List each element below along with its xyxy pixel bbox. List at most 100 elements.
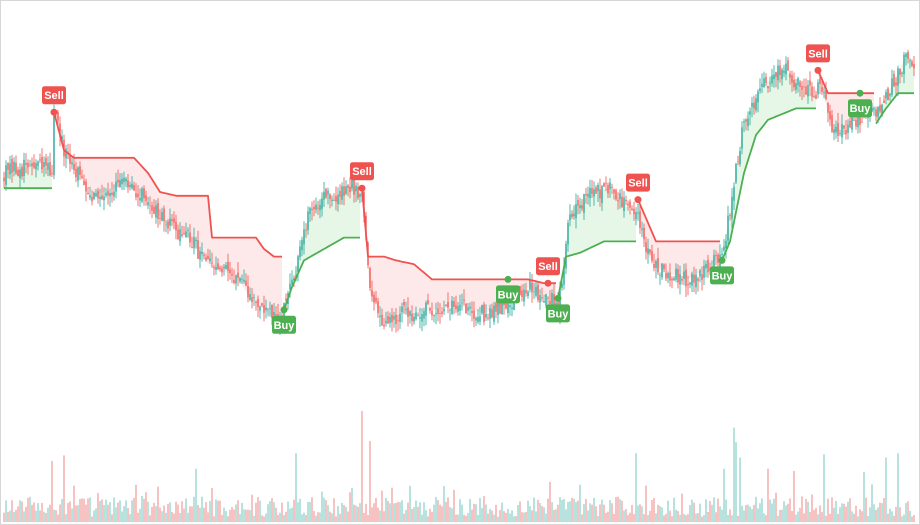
candle (833, 124, 835, 141)
volume-bar (503, 511, 505, 522)
candle (37, 160, 39, 171)
volume-bar (291, 507, 293, 522)
candle (473, 301, 475, 328)
buy-badge[interactable] (848, 99, 872, 118)
volume-bar (641, 506, 643, 522)
volume-bar (57, 514, 59, 522)
volume-bar (253, 515, 255, 522)
sell-badge[interactable] (806, 44, 830, 63)
candle (491, 303, 493, 319)
candle (495, 301, 497, 319)
buy-signal[interactable]: Buy (710, 256, 734, 285)
volume-bar (223, 507, 225, 522)
sell-badge[interactable] (42, 86, 66, 105)
volume-bar (739, 457, 741, 522)
candle (373, 291, 375, 311)
candle-body (579, 205, 581, 209)
candle-body (713, 254, 715, 271)
buy-badge[interactable] (546, 304, 570, 323)
candle (749, 107, 751, 126)
sell-signal[interactable]: Sell (350, 162, 374, 192)
candle-body (571, 213, 573, 217)
volume-bar (819, 505, 821, 522)
volume-bar (331, 513, 333, 522)
candle-body (481, 305, 483, 314)
buy-signal[interactable]: Buy (272, 306, 296, 334)
volume-bar (145, 492, 147, 522)
candle-body (701, 274, 703, 280)
volume-bar (327, 505, 329, 522)
volume-bar (791, 511, 793, 522)
candle-body (635, 212, 637, 220)
volume-bar (665, 513, 667, 522)
volume-bar (685, 515, 687, 522)
candle-body (645, 242, 647, 253)
volume-bar (693, 502, 695, 522)
candle (71, 157, 73, 170)
candle (309, 206, 311, 222)
candle-body (65, 148, 67, 159)
sell-badge[interactable] (626, 173, 650, 192)
candle (895, 77, 897, 95)
candle (747, 111, 749, 131)
buy-badge[interactable] (710, 266, 734, 285)
sell-signal[interactable]: Sell (626, 173, 650, 204)
candle-body (333, 200, 335, 201)
volume-bar (567, 501, 569, 522)
volume-bar (581, 514, 583, 522)
trend-fill-up-4 (558, 188, 636, 310)
candle (611, 183, 613, 194)
candle (327, 187, 329, 205)
candle (139, 188, 141, 207)
candle (595, 185, 597, 194)
candle (325, 187, 327, 199)
candle (299, 240, 301, 261)
volume-bar (865, 497, 867, 522)
sell-signal[interactable]: Sell (806, 44, 830, 74)
sell-badge[interactable] (536, 257, 560, 276)
volume-bar (301, 514, 303, 522)
candle (475, 316, 477, 326)
candle-body (885, 92, 887, 99)
candle (329, 193, 331, 209)
volume-bar (413, 507, 415, 522)
sell-label: Sell (808, 48, 828, 60)
volume-bar (881, 503, 883, 522)
volume-bar (671, 516, 673, 522)
candle (449, 308, 451, 321)
buy-badge[interactable] (272, 315, 296, 334)
candle-body (895, 82, 897, 86)
volume-bar (815, 507, 817, 522)
volume-bar (771, 503, 773, 522)
volume-bar (401, 500, 403, 522)
volume-bar (357, 506, 359, 522)
buy-badge[interactable] (496, 285, 520, 304)
candle (231, 267, 233, 284)
candle-body (505, 300, 507, 309)
candle-body (455, 305, 457, 310)
candle (439, 303, 441, 324)
sell-signal[interactable]: Sell (42, 86, 66, 116)
buy-signal[interactable]: Buy (546, 294, 570, 323)
volume-bar (711, 504, 713, 522)
candle-body (521, 290, 523, 297)
volume-bar (169, 502, 171, 522)
candle (49, 152, 51, 177)
buy-signal[interactable]: Buy (496, 275, 520, 304)
volume-bar (649, 510, 651, 522)
volume-bar (469, 499, 471, 522)
candle-body (671, 278, 673, 281)
sell-badge[interactable] (350, 162, 374, 181)
candle (771, 68, 773, 87)
volume-bar (353, 504, 355, 522)
candle-body (775, 72, 777, 77)
volume-bar (171, 512, 173, 522)
trail-line-up-8 (875, 92, 914, 125)
buy-signal[interactable]: Buy (848, 89, 872, 118)
candle (579, 197, 581, 214)
volume-bar (85, 504, 87, 522)
candle (827, 102, 829, 123)
sell-signal[interactable]: Sell (536, 257, 560, 287)
candle-body (11, 159, 13, 173)
